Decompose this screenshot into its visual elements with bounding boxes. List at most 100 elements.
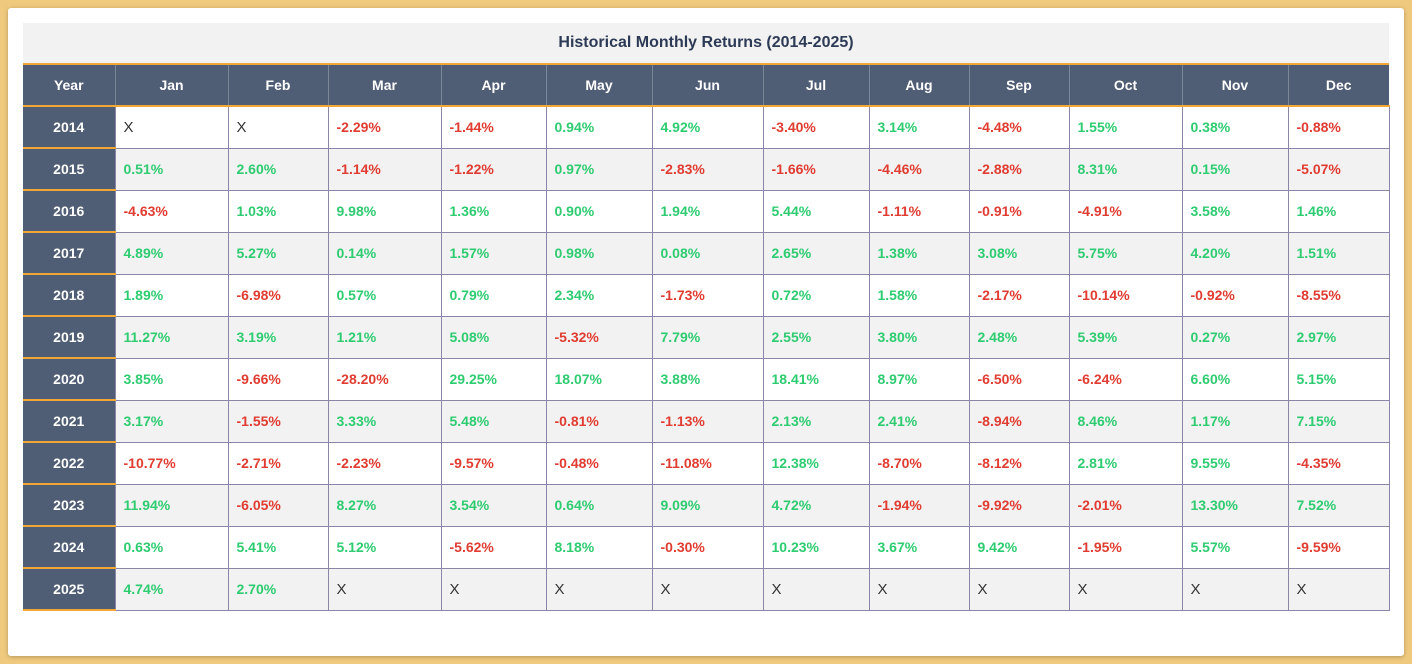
return-cell: 7.79% [651,315,764,359]
return-cell: X [968,567,1070,611]
return-cell: -5.32% [545,315,653,359]
return-cell: 1.46% [1287,189,1390,233]
return-cell: -9.66% [227,357,329,401]
return-cell: X [227,105,329,149]
column-header: May [545,63,652,107]
return-cell: 2.41% [868,399,970,443]
return-cell: 1.21% [327,315,442,359]
column-header: Nov [1181,63,1288,107]
return-cell: 5.48% [440,399,547,443]
return-cell: X [651,567,764,611]
return-cell: 4.74% [114,567,229,611]
return-cell: 2.48% [968,315,1070,359]
return-cell: 2.81% [1068,441,1183,485]
return-cell: 0.97% [545,147,653,191]
return-cell: -1.11% [868,189,970,233]
return-cell: 2.97% [1287,315,1390,359]
return-cell: 9.09% [651,483,764,527]
return-cell: -6.50% [968,357,1070,401]
return-cell: -4.35% [1287,441,1390,485]
return-cell: 5.75% [1068,231,1183,275]
return-cell: 0.64% [545,483,653,527]
return-cell: -2.83% [651,147,764,191]
return-cell: -0.30% [651,525,764,569]
return-cell: -6.05% [227,483,329,527]
return-cell: 8.31% [1068,147,1183,191]
return-cell: 3.14% [868,105,970,149]
return-cell: -0.48% [545,441,653,485]
return-cell: 1.03% [227,189,329,233]
return-cell: 5.12% [327,525,442,569]
return-cell: 0.98% [545,231,653,275]
return-cell: 2.13% [762,399,870,443]
return-cell: -0.91% [968,189,1070,233]
return-cell: -2.01% [1068,483,1183,527]
return-cell: -8.12% [968,441,1070,485]
return-cell: 1.89% [114,273,229,317]
return-cell: 1.57% [440,231,547,275]
return-cell: 10.23% [762,525,870,569]
table-row: 2018 1.89% -6.98% 0.57% 0.79% 2.34% -1.73% 0.72… [23,273,1390,317]
return-cell: -10.77% [114,441,229,485]
return-cell: X [114,105,229,149]
return-cell: -9.57% [440,441,547,485]
return-cell: 8.46% [1068,399,1183,443]
table-row: 2019 11.27% 3.19% 1.21% 5.08% -5.32% 7.79% 2.55… [23,315,1390,359]
return-cell: -2.23% [327,441,442,485]
table-row: 2017 4.89% 5.27% 0.14% 1.57% 0.98% 0.08% 2.65% 1… [23,231,1390,275]
return-cell: 3.19% [227,315,329,359]
return-cell: -6.98% [227,273,329,317]
return-cell: X [545,567,653,611]
return-cell: 8.27% [327,483,442,527]
return-cell: 4.92% [651,105,764,149]
return-cell: 3.33% [327,399,442,443]
return-cell: 1.94% [651,189,764,233]
return-cell: 7.52% [1287,483,1390,527]
return-cell: X [1181,567,1289,611]
return-cell: -11.08% [651,441,764,485]
year-cell: 2016 [23,190,115,233]
return-cell: 0.94% [545,105,653,149]
return-cell: 2.34% [545,273,653,317]
column-header: Jul [762,63,869,107]
return-cell: 5.15% [1287,357,1390,401]
return-cell: -6.24% [1068,357,1183,401]
return-cell: 13.30% [1181,483,1289,527]
column-header: Aug [868,63,969,107]
return-cell: 3.17% [114,399,229,443]
column-header: Mar [327,63,441,107]
returns-card: Historical Monthly Returns (2014-2025) Y… [8,8,1404,656]
return-cell: -1.44% [440,105,547,149]
return-cell: -2.88% [968,147,1070,191]
return-cell: 0.90% [545,189,653,233]
return-cell: 1.55% [1068,105,1183,149]
year-cell: 2018 [23,274,115,317]
return-cell: -8.70% [868,441,970,485]
return-cell: 12.38% [762,441,870,485]
return-cell: 29.25% [440,357,547,401]
return-cell: 0.63% [114,525,229,569]
return-cell: 18.07% [545,357,653,401]
year-cell: 2024 [23,526,115,569]
return-cell: 2.70% [227,567,329,611]
table-row: 2016 -4.63% 1.03% 9.98% 1.36% 0.90% 1.94% 5.44%… [23,189,1390,233]
table-body: 2014 X X -2.29% -1.44% 0.94% 4.92% -3.40% 3.14% -… [23,105,1390,611]
column-header: Oct [1068,63,1182,107]
table-row: 2023 11.94% -6.05% 8.27% 3.54% 0.64% 9.09% 4.72… [23,483,1390,527]
return-cell: 8.97% [868,357,970,401]
year-cell: 2022 [23,442,115,485]
column-header: Jun [651,63,763,107]
return-cell: 9.98% [327,189,442,233]
column-header: Apr [440,63,546,107]
return-cell: -1.55% [227,399,329,443]
year-cell: 2021 [23,400,115,443]
return-cell: X [440,567,547,611]
return-cell: -9.92% [968,483,1070,527]
return-cell: -8.55% [1287,273,1390,317]
year-cell: 2019 [23,316,115,359]
return-cell: -4.46% [868,147,970,191]
return-cell: 1.36% [440,189,547,233]
return-cell: 3.67% [868,525,970,569]
column-header: Dec [1287,63,1389,107]
return-cell: -2.29% [327,105,442,149]
